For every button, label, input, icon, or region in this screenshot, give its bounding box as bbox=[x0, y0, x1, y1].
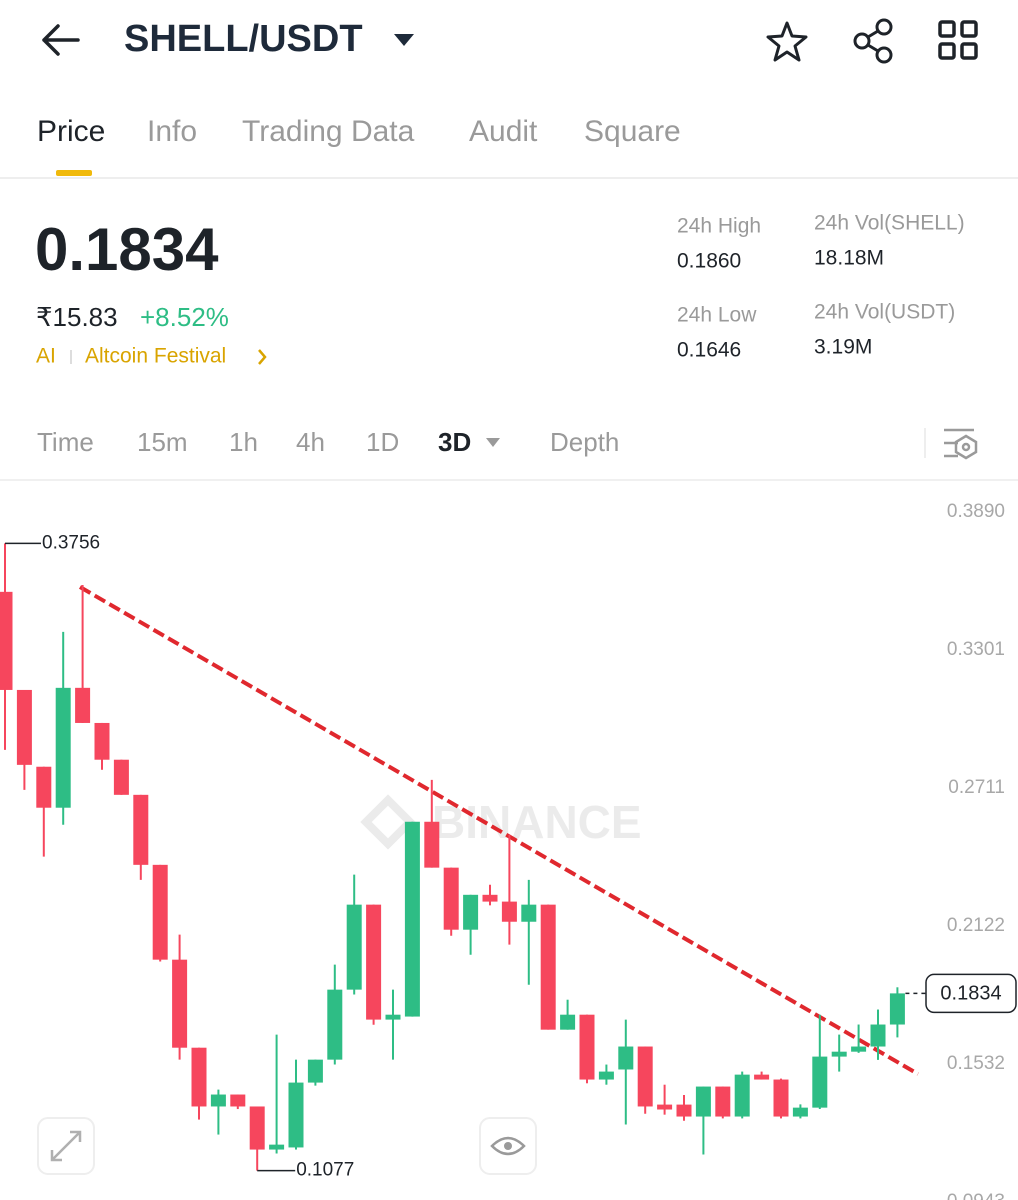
candle-body bbox=[55, 687, 71, 808]
candle-body bbox=[269, 1144, 285, 1150]
expand-button[interactable] bbox=[37, 1117, 95, 1175]
candle-body bbox=[288, 1082, 304, 1148]
favorite-icon[interactable] bbox=[766, 21, 808, 62]
candle-body bbox=[831, 1051, 847, 1057]
candle-body bbox=[734, 1074, 750, 1117]
candle-body bbox=[715, 1086, 731, 1117]
candle-body bbox=[560, 1014, 576, 1030]
back-button[interactable] bbox=[42, 24, 80, 56]
fiat-price: ₹15.83 bbox=[36, 302, 118, 332]
visibility-button[interactable] bbox=[479, 1117, 537, 1175]
share-icon[interactable] bbox=[853, 18, 893, 64]
interval-tab[interactable]: 4h bbox=[296, 427, 325, 457]
stat-value: 18.18M bbox=[814, 247, 884, 270]
tab-indicator bbox=[56, 170, 92, 176]
watermark-text: BINANCE bbox=[432, 796, 642, 848]
pair-dropdown[interactable] bbox=[394, 34, 414, 46]
candle-body bbox=[210, 1094, 226, 1107]
current-price-label: 0.1834 bbox=[940, 983, 1001, 1005]
candle-body bbox=[598, 1071, 614, 1080]
candle-body bbox=[133, 794, 149, 865]
interval-tab-active[interactable]: 3D bbox=[438, 427, 471, 457]
candle-body bbox=[191, 1047, 207, 1107]
tag-ai[interactable]: AI bbox=[36, 345, 56, 368]
candle-body bbox=[870, 1024, 886, 1047]
tag-altcoin-festival[interactable]: Altcoin Festival bbox=[85, 345, 226, 368]
interval-tab[interactable]: Depth bbox=[550, 427, 619, 457]
candle-body bbox=[851, 1046, 867, 1052]
low-marker-label: 0.1077 bbox=[296, 1160, 354, 1181]
candle-body bbox=[889, 993, 905, 1025]
stat-label: 24h Vol(USDT) bbox=[814, 301, 955, 324]
stat-value: 0.1646 bbox=[677, 339, 741, 362]
tab-trading-data[interactable]: Trading Data bbox=[242, 115, 415, 148]
trend-line bbox=[78, 585, 920, 1076]
candle-body bbox=[695, 1086, 711, 1117]
candle-body bbox=[404, 821, 420, 1017]
tab-square[interactable]: Square bbox=[584, 115, 681, 148]
candle-body bbox=[366, 904, 382, 1020]
candle-body bbox=[754, 1074, 770, 1080]
watermark: BINANCE bbox=[360, 794, 642, 850]
candle-body bbox=[540, 904, 556, 1030]
interval-dropdown[interactable] bbox=[486, 438, 500, 447]
candle-body bbox=[501, 901, 517, 922]
change-percent: +8.52% bbox=[140, 302, 229, 332]
tab-info[interactable]: Info bbox=[147, 115, 197, 148]
y-tick-label: 0.2122 bbox=[947, 915, 1005, 936]
stat-value: 3.19M bbox=[814, 336, 872, 359]
tab-audit[interactable]: Audit bbox=[469, 115, 538, 148]
candle-body bbox=[812, 1056, 828, 1108]
interval-tab[interactable]: Time bbox=[37, 427, 94, 457]
candle-body bbox=[16, 689, 32, 765]
candle-body bbox=[579, 1014, 595, 1080]
candle-body bbox=[94, 722, 110, 760]
interval-tab[interactable]: 15m bbox=[137, 427, 188, 457]
chart-settings-icon[interactable] bbox=[944, 428, 978, 460]
y-tick-label: 0.1532 bbox=[947, 1053, 1005, 1074]
candle-body bbox=[249, 1106, 265, 1150]
high-marker-label: 0.3756 bbox=[42, 532, 100, 553]
y-tick-label: 0.2711 bbox=[948, 777, 1005, 798]
candle-body bbox=[0, 591, 13, 690]
candle-body bbox=[618, 1046, 634, 1070]
stat-value: 0.1860 bbox=[677, 250, 741, 273]
current-price-tag bbox=[925, 973, 1017, 1014]
stat-label: 24h Vol(SHELL) bbox=[814, 212, 965, 235]
tag-chevron bbox=[258, 349, 267, 365]
candle-body bbox=[463, 894, 479, 930]
stat-label: 24h High bbox=[677, 215, 761, 238]
candle-body bbox=[327, 989, 343, 1060]
candle-body bbox=[637, 1046, 653, 1107]
candle-body bbox=[521, 904, 537, 922]
candle-body bbox=[307, 1059, 323, 1083]
interval-tab[interactable]: 1D bbox=[366, 427, 399, 457]
candle-body bbox=[443, 867, 459, 930]
candle-body bbox=[773, 1079, 789, 1117]
plot: 0.3890 0.3301 0.2711 0.2122 0.1532 0.0943 0.37… bbox=[0, 501, 1017, 1200]
candle-body bbox=[172, 959, 188, 1048]
y-tick-label: 0.3890 bbox=[947, 501, 1005, 522]
candle-body bbox=[36, 766, 52, 808]
y-tick-label: 0.0943 bbox=[947, 1191, 1005, 1200]
pair-title[interactable]: SHELL/USDT bbox=[124, 18, 363, 60]
y-tick-label: 0.3301 bbox=[947, 639, 1005, 660]
grid-menu-icon[interactable] bbox=[938, 20, 978, 60]
last-price: 0.1834 bbox=[35, 216, 219, 283]
stat-label: 24h Low bbox=[677, 304, 757, 327]
candle-body bbox=[230, 1094, 246, 1107]
candle-body bbox=[385, 1014, 401, 1020]
candle-body bbox=[152, 864, 168, 960]
candle-body bbox=[792, 1107, 808, 1117]
candle-body bbox=[657, 1104, 673, 1110]
candle-body bbox=[424, 821, 440, 868]
tab-price[interactable]: Price bbox=[37, 115, 105, 148]
candle-body bbox=[113, 759, 129, 795]
candle-body bbox=[482, 894, 498, 902]
candle-body bbox=[346, 904, 362, 990]
candle-body bbox=[75, 687, 91, 723]
interval-tab[interactable]: 1h bbox=[229, 427, 258, 457]
candle-body bbox=[676, 1104, 692, 1117]
